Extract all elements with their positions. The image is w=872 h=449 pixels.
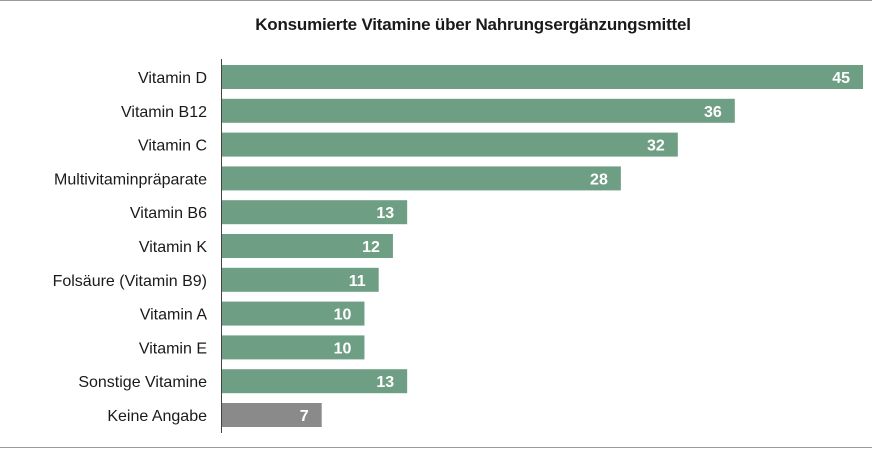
bar-value-label: 36 bbox=[704, 104, 722, 121]
bar-value-label: 32 bbox=[647, 138, 665, 155]
category-label: Folsäure (Vitamin B9) bbox=[53, 273, 207, 290]
bar-value-label: 28 bbox=[590, 171, 608, 188]
category-label: Vitamin B6 bbox=[130, 205, 207, 222]
category-label: Keine Angabe bbox=[107, 408, 207, 425]
bar bbox=[222, 98, 735, 123]
category-label: Multivitaminpräparate bbox=[54, 171, 207, 188]
bar bbox=[222, 200, 408, 225]
bar bbox=[222, 234, 393, 258]
bar-value-label: 13 bbox=[376, 205, 394, 222]
bar-value-label: 13 bbox=[376, 374, 394, 391]
bar bbox=[222, 267, 379, 292]
category-label: Vitamin K bbox=[139, 239, 208, 256]
category-label: Vitamin D bbox=[138, 70, 207, 87]
bar-value-label: 7 bbox=[300, 408, 309, 425]
bar bbox=[222, 403, 322, 427]
bar bbox=[222, 166, 621, 191]
bar-value-label: 10 bbox=[334, 307, 352, 324]
bar bbox=[222, 335, 365, 360]
bars-group: Vitamin D 45 Vitamin B12 36 Vitamin C 32 Multi… bbox=[53, 65, 863, 427]
category-label: Sonstige Vitamine bbox=[78, 374, 207, 391]
category-label: Vitamin A bbox=[140, 307, 208, 324]
category-label: Vitamin B12 bbox=[121, 104, 207, 121]
category-label: Vitamin E bbox=[139, 340, 207, 357]
chart-title: Konsumierte Vitamine über Nahrungsergänz… bbox=[255, 15, 691, 34]
category-label: Vitamin C bbox=[138, 138, 207, 155]
bar-value-label: 11 bbox=[349, 273, 366, 290]
bar bbox=[222, 65, 863, 89]
bar bbox=[222, 132, 678, 157]
bar-value-label: 12 bbox=[362, 239, 380, 256]
bar bbox=[222, 301, 365, 326]
bar bbox=[222, 369, 408, 394]
bar-value-label: 10 bbox=[334, 340, 352, 357]
bar-value-label: 45 bbox=[832, 70, 850, 87]
